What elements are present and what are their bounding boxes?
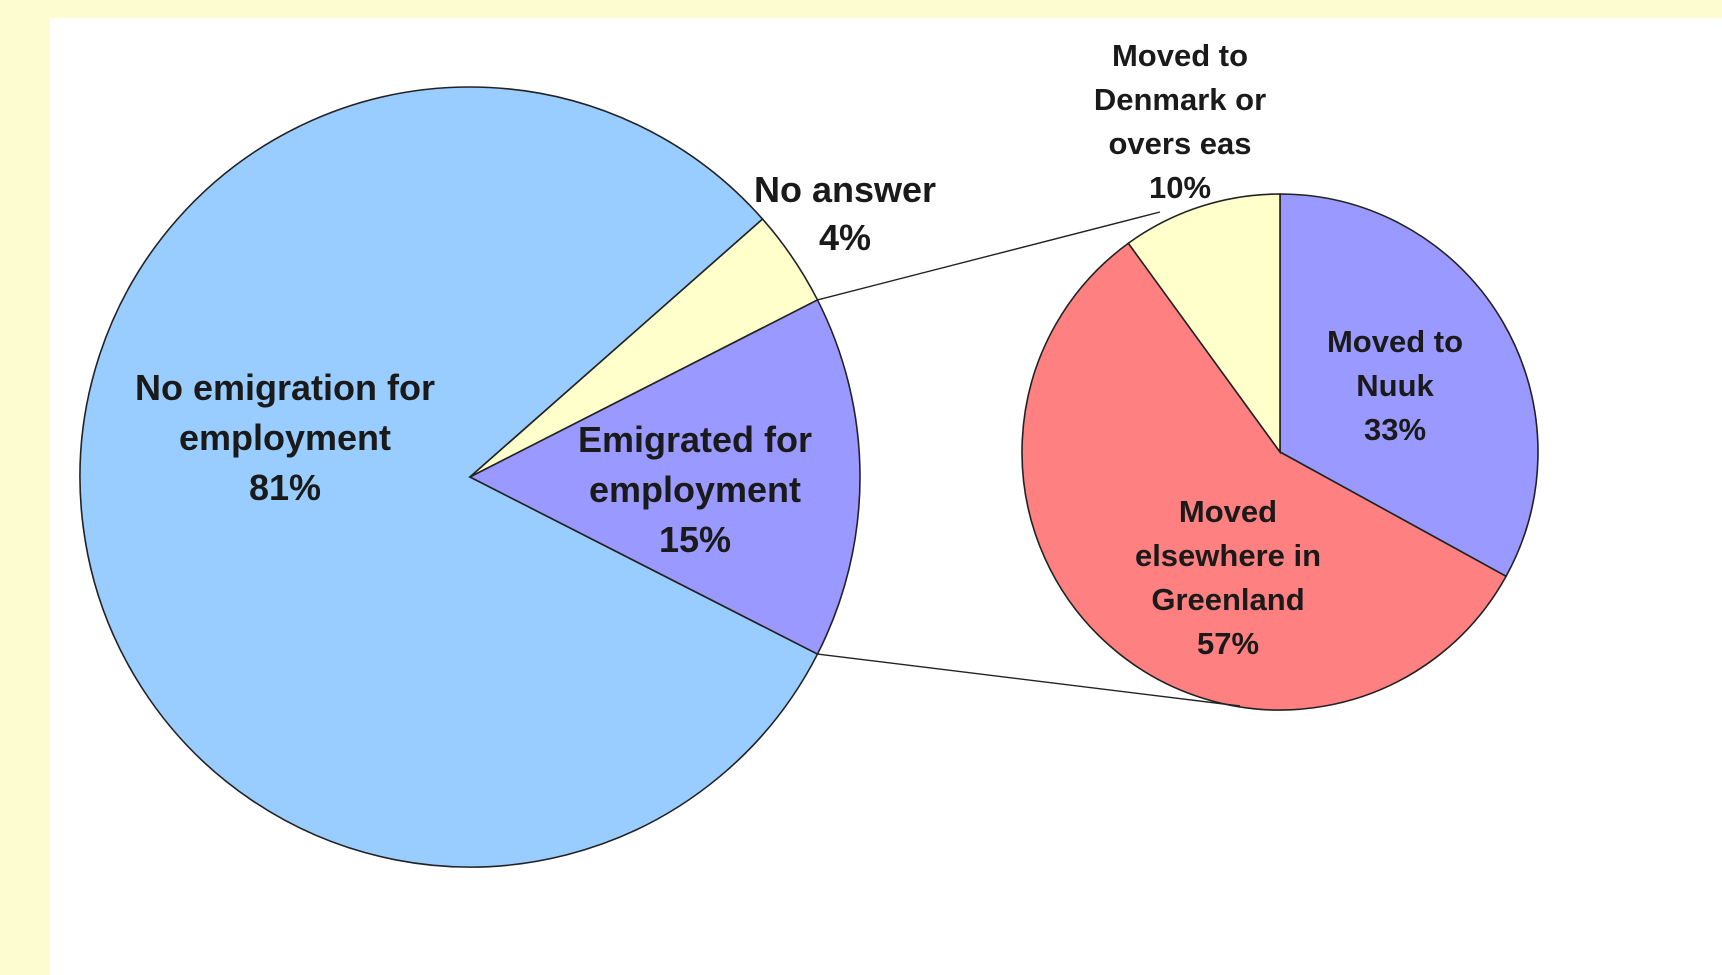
label-emigrated-line: Emigrated for xyxy=(578,419,812,460)
label-moved-elsewhere-greenland-line: elsewhere in xyxy=(1135,538,1321,573)
plot-area: No emigration for employment 81% No answer 4… xyxy=(50,18,1722,975)
label-moved-elsewhere-greenland-line: Greenland xyxy=(1151,582,1304,617)
main-slice-no-emigration-for xyxy=(79,86,819,868)
label-emigrated-line: 15% xyxy=(659,519,731,560)
connector-line-top xyxy=(817,211,1161,301)
connector-line-bottom xyxy=(817,653,1241,707)
label-moved-to-denmark-line: Denmark or xyxy=(1094,82,1266,117)
label-emigrated-line: employment xyxy=(589,469,801,510)
breakdown-slice-moved-to-nuuk xyxy=(1279,193,1539,578)
label-moved-to-nuuk-line: Moved to xyxy=(1327,324,1463,359)
label-moved-to-nuuk-line: Nuuk xyxy=(1356,368,1434,403)
label-moved-to-denmark-line: 10% xyxy=(1149,170,1211,205)
breakdown-slice-moved-elsewhere-in xyxy=(1021,242,1508,711)
label-moved-to-denmark-line: overs eas xyxy=(1108,126,1251,161)
main-slice-emigrated-for xyxy=(468,298,861,656)
breakdown-slice-moved-to-denmark-or xyxy=(1127,193,1281,455)
label-emigrated: Emigrated for employment 15% xyxy=(578,419,812,560)
label-no-answer-line: 4% xyxy=(819,217,871,258)
label-no-emigration-line: employment xyxy=(179,417,391,458)
label-moved-to-denmark: Moved to Denmark or overs eas 10% xyxy=(1094,38,1266,205)
label-no-emigration-line: No emigration for xyxy=(135,367,435,408)
label-no-emigration-line: 81% xyxy=(249,467,321,508)
label-moved-elsewhere-greenland-line: 57% xyxy=(1197,626,1259,661)
label-moved-to-denmark-line: Moved to xyxy=(1112,38,1248,73)
label-no-answer-line: No answer xyxy=(754,169,936,210)
label-no-answer: No answer 4% xyxy=(754,169,936,258)
label-moved-to-nuuk: Moved to Nuuk 33% xyxy=(1327,324,1463,447)
label-no-emigration: No emigration for employment 81% xyxy=(135,367,435,508)
bar-of-pie-chart: No emigration for employment 81% No answer 4… xyxy=(79,38,1539,868)
label-moved-elsewhere-greenland: Moved elsewhere in Greenland 57% xyxy=(1135,494,1321,661)
label-moved-elsewhere-greenland-line: Moved xyxy=(1179,494,1277,529)
label-moved-to-nuuk-line: 33% xyxy=(1364,412,1426,447)
